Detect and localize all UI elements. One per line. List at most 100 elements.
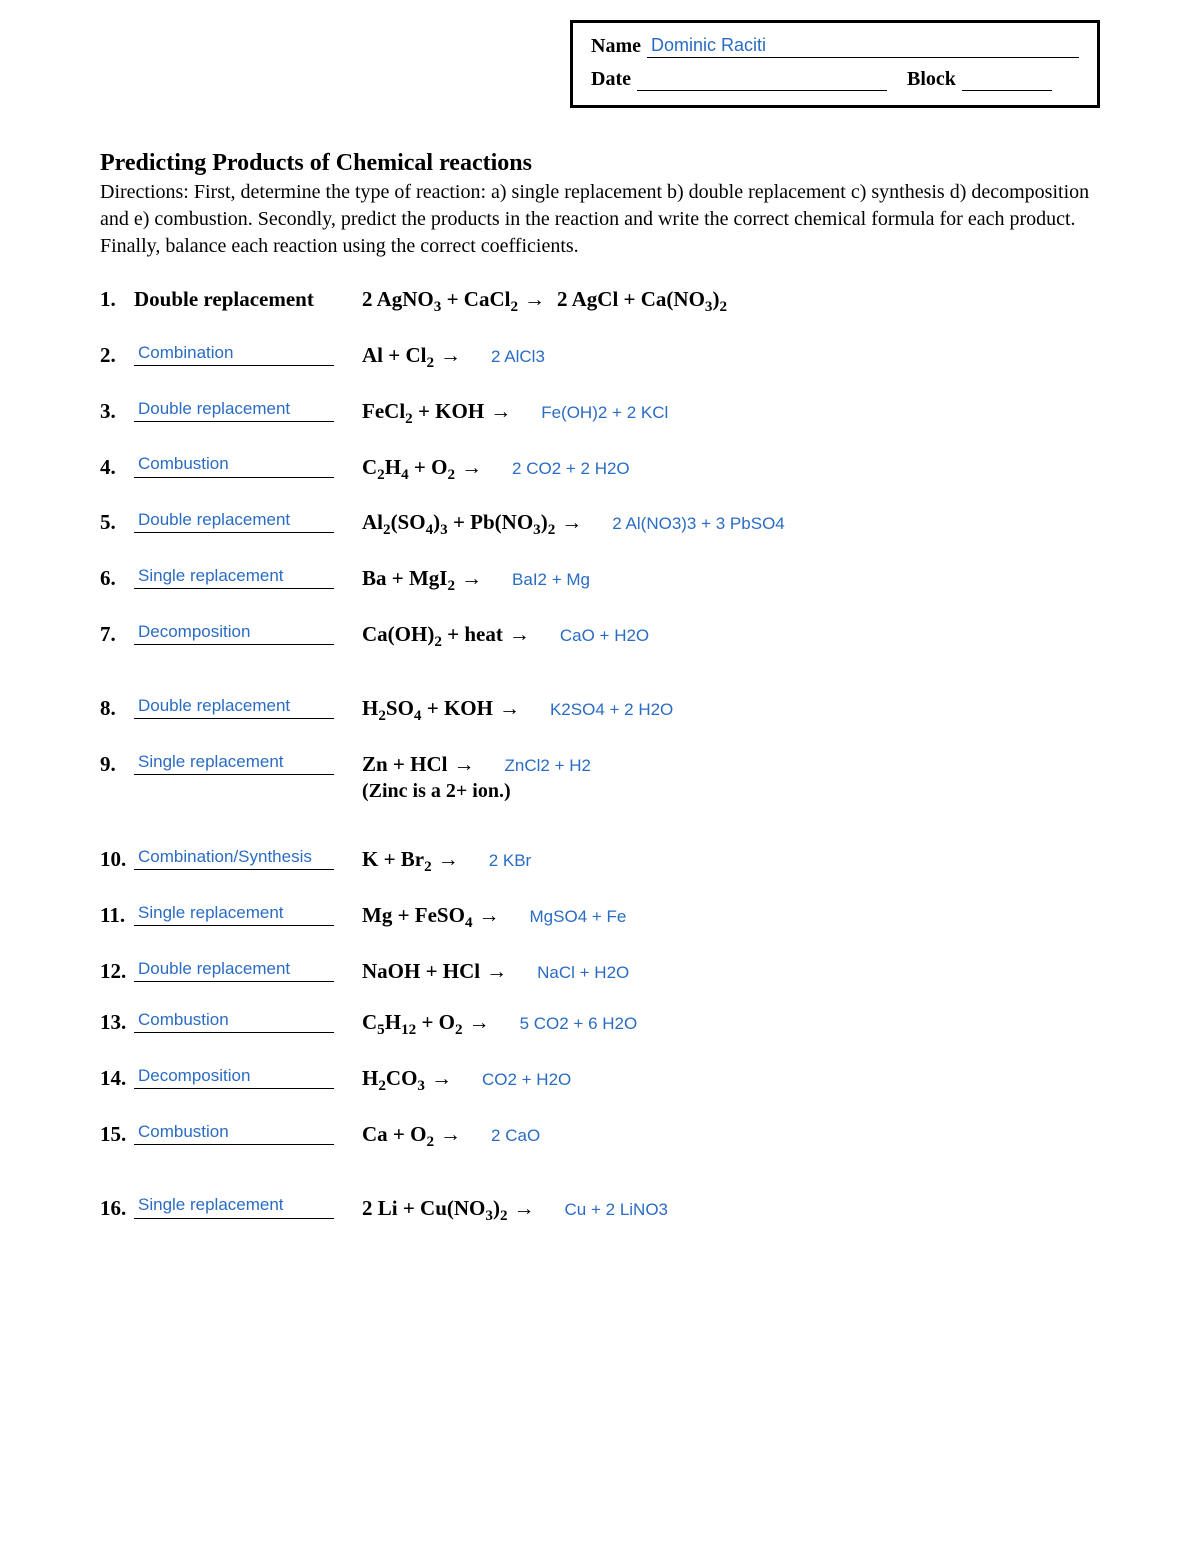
arrow: →: [440, 342, 461, 369]
reaction-type-blank: Combustion: [134, 454, 334, 478]
products: NaCl + H2O: [537, 962, 629, 984]
problem-row: 3.Double replacement FeCl2 + KOH → Fe(OH)2…: [100, 398, 1100, 430]
equation-column: C2H4 + O2 → 2 CO2 + 2 H2O: [362, 454, 630, 486]
worksheet-title: Predicting Products of Chemical reaction…: [100, 150, 1100, 177]
reactants: Mg + FeSO4: [362, 902, 473, 934]
reaction-type-answer: Single replacement: [138, 565, 284, 587]
products: CaO + H2O: [560, 625, 649, 647]
equation-column: 2 AgNO3 + CaCl2 → 2 AgCl + Ca(NO3)2: [362, 286, 727, 318]
equation-column: NaOH + HCl →NaCl + H2O: [362, 958, 629, 985]
arrow: →: [454, 751, 475, 778]
products: 2 CaO: [491, 1125, 540, 1147]
section-gap: [100, 1177, 1100, 1195]
problem-row: 5.Double replacementAl2(SO4)3 + Pb(NO3)2…: [100, 509, 1100, 541]
problem-row: 7.DecompositionCa(OH)2 + heat →CaO + H2O: [100, 621, 1100, 653]
reaction-type-answer: Combustion: [138, 1009, 229, 1031]
products: 2 AgCl + Ca(NO3)2: [557, 286, 727, 318]
reactants: FeCl2 + KOH: [362, 398, 484, 430]
reactants: C2H4 + O2: [362, 454, 455, 486]
arrow: →: [509, 621, 530, 648]
products: CO2 + H2O: [482, 1069, 571, 1091]
reactants: H2SO4 + KOH: [362, 695, 493, 727]
reactants: Zn + HCl: [362, 751, 448, 778]
problem-number: 15.: [100, 1121, 134, 1148]
name-label: Name: [591, 35, 641, 58]
problem-list: 1. Double replacement 2 AgNO3 + CaCl2 → 2 …: [100, 286, 1100, 1226]
arrow: →: [524, 286, 545, 313]
arrow: →: [461, 454, 482, 481]
equation-column: Ca + O2 →2 CaO: [362, 1121, 540, 1153]
problem-row: 6.Single replacementBa + MgI2 →BaI2 + Mg: [100, 565, 1100, 597]
problem-number: 9.: [100, 751, 134, 778]
reaction-type-blank: Combustion: [134, 1121, 334, 1145]
equation: Zn + HCl →ZnCl2 + H2: [362, 751, 591, 778]
products: Fe(OH)2 + 2 KCl: [541, 402, 668, 424]
reaction-type-blank: Single replacement: [134, 1195, 334, 1219]
equation: Ca + O2 →2 CaO: [362, 1121, 540, 1153]
problem-row: 13.Combustion C5H12 + O2 →5 CO2 + 6 H2O: [100, 1009, 1100, 1041]
section-gap: [100, 677, 1100, 695]
reaction-type-answer: Double replacement: [138, 695, 290, 717]
products: K2SO4 + 2 H2O: [550, 699, 673, 721]
reactants: C5H12 + O2: [362, 1009, 463, 1041]
products: BaI2 + Mg: [512, 569, 590, 591]
reaction-type-blank: Decomposition: [134, 1065, 334, 1089]
problem-number: 5.: [100, 509, 134, 536]
products: 5 CO2 + 6 H2O: [520, 1013, 638, 1035]
reaction-type-blank: Decomposition: [134, 621, 334, 645]
section-gap: [100, 828, 1100, 846]
problem-row: 14.DecompositionH2CO3 →CO2 + H2O: [100, 1065, 1100, 1097]
equation-column: H2SO4 + KOH →K2SO4 + 2 H2O: [362, 695, 673, 727]
equation: Mg + FeSO4 →MgSO4 + Fe: [362, 902, 626, 934]
student-name: Dominic Raciti: [651, 35, 766, 56]
reaction-type-blank: Double replacement: [134, 398, 334, 422]
name-date-box: Name Dominic Raciti Date Block: [570, 20, 1100, 108]
reaction-type-blank: Single replacement: [134, 751, 334, 775]
reactants: NaOH + HCl: [362, 958, 480, 985]
equation-column: FeCl2 + KOH → Fe(OH)2 + 2 KCl: [362, 398, 668, 430]
products: Cu + 2 LiNO3: [565, 1199, 668, 1221]
problem-row: 1.Double replacement2 AgNO3 + CaCl2 → 2 …: [100, 286, 1100, 318]
equation: Ca(OH)2 + heat → CaO + H2O: [362, 621, 649, 653]
equation-column: 2 Li + Cu(NO3)2 →Cu + 2 LiNO3: [362, 1195, 668, 1227]
problem-row: 2.CombinationAl + Cl2 →2 AlCl3: [100, 342, 1100, 374]
equation: C2H4 + O2 → 2 CO2 + 2 H2O: [362, 454, 630, 486]
reaction-type-blank: Double replacement: [134, 695, 334, 719]
reaction-type-answer: Single replacement: [138, 751, 284, 773]
equation: Ba + MgI2 → BaI2 + Mg: [362, 565, 590, 597]
name-line: Dominic Raciti: [647, 36, 1079, 58]
arrow: →: [490, 398, 511, 425]
reaction-type-blank: Combination/Synthesis: [134, 846, 334, 870]
reaction-type-answer: Single replacement: [138, 1194, 284, 1216]
equation: C5H12 + O2 →5 CO2 + 6 H2O: [362, 1009, 637, 1041]
equation: 2 Li + Cu(NO3)2 →Cu + 2 LiNO3: [362, 1195, 668, 1227]
problem-number: 13.: [100, 1009, 134, 1036]
equation-column: Al + Cl2 →2 AlCl3: [362, 342, 545, 374]
equation-column: Ca(OH)2 + heat → CaO + H2O: [362, 621, 649, 653]
arrow: →: [561, 509, 582, 536]
reaction-type-answer: Single replacement: [138, 902, 284, 924]
reaction-type-answer: Decomposition: [138, 621, 250, 643]
arrow: →: [461, 565, 482, 592]
reactants: Ca(OH)2 + heat: [362, 621, 503, 653]
reaction-type-answer: Combination/Synthesis: [138, 846, 312, 868]
equation: K + Br2 →2 KBr: [362, 846, 531, 878]
problem-number: 3.: [100, 398, 134, 425]
date-line: [637, 69, 887, 91]
equation: H2SO4 + KOH →K2SO4 + 2 H2O: [362, 695, 673, 727]
reaction-type-answer: Decomposition: [138, 1065, 250, 1087]
reactants: Ba + MgI2: [362, 565, 455, 597]
problem-row: 15.Combustion Ca + O2 →2 CaO: [100, 1121, 1100, 1153]
reaction-type-blank: Double replacement: [134, 958, 334, 982]
name-row: Name Dominic Raciti: [591, 35, 1079, 58]
reactants: Al2(SO4)3 + Pb(NO3)2: [362, 509, 555, 541]
equation-column: C5H12 + O2 →5 CO2 + 6 H2O: [362, 1009, 637, 1041]
problem-number: 1.: [100, 286, 134, 313]
problem-row: 12.Double replacementNaOH + HCl →NaCl + …: [100, 958, 1100, 985]
equation: H2CO3 →CO2 + H2O: [362, 1065, 571, 1097]
products: 2 CO2 + 2 H2O: [512, 458, 630, 480]
problem-row: 4.Combustion C2H4 + O2 → 2 CO2 + 2 H2O: [100, 454, 1100, 486]
problem-number: 4.: [100, 454, 134, 481]
equation: Al + Cl2 →2 AlCl3: [362, 342, 545, 374]
date-row: Date Block: [591, 68, 1079, 91]
